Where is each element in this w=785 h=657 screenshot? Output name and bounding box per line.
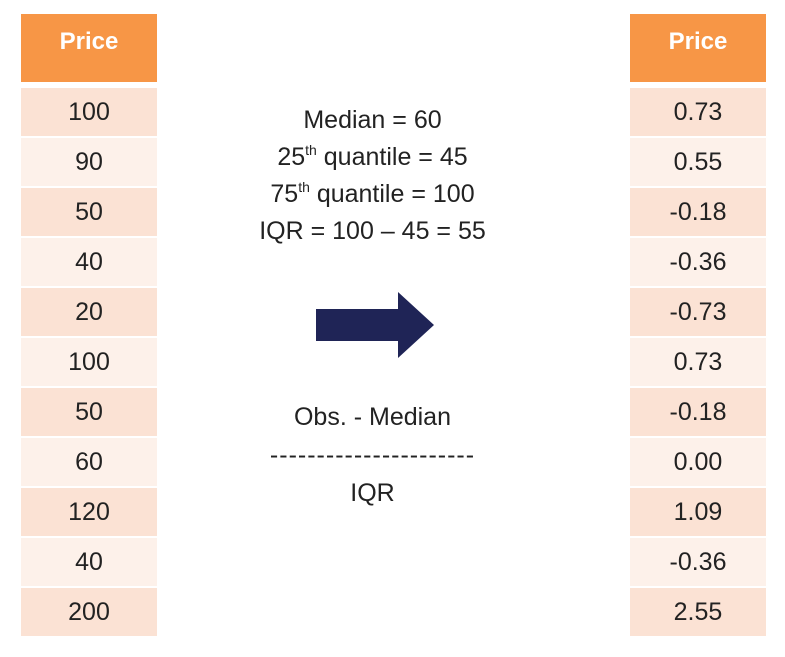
left-table-cell: 20	[21, 288, 157, 336]
formula-numerator: Obs. - Median	[293, 403, 451, 431]
left-table-cell: 120	[21, 488, 157, 536]
left-price-table: Price 100 90 50 40 20 100 50 60 120 40 2…	[21, 14, 157, 638]
left-table-cell: 60	[21, 438, 157, 486]
left-table-header: Price	[21, 14, 157, 82]
formula-denominator: IQR	[350, 479, 395, 507]
left-table-cell: 40	[21, 238, 157, 286]
q25-text: 25th quantile = 45	[277, 142, 468, 171]
right-table-cell: -0.73	[630, 288, 766, 336]
left-table-cell: 90	[21, 138, 157, 186]
iqr-text: IQR = 100 – 45 = 55	[259, 217, 486, 245]
right-table-cell: -0.18	[630, 188, 766, 236]
right-table-cell: 0.55	[630, 138, 766, 186]
left-table-cell: 50	[21, 188, 157, 236]
right-table-cell: 2.55	[630, 588, 766, 636]
right-table-cell: 1.09	[630, 488, 766, 536]
right-table-cell: -0.36	[630, 538, 766, 586]
right-table-cell: -0.36	[630, 238, 766, 286]
formula-divider: ----------------------	[269, 441, 476, 469]
median-text: Median = 60	[303, 106, 442, 134]
right-table-cell: 0.00	[630, 438, 766, 486]
right-table-cell: -0.18	[630, 388, 766, 436]
right-arrow-icon	[316, 292, 434, 358]
right-table-cell: 0.73	[630, 88, 766, 136]
right-price-table: Price 0.73 0.55 -0.18 -0.36 -0.73 0.73 -…	[630, 14, 766, 638]
right-table-header: Price	[630, 14, 766, 82]
left-table-cell: 200	[21, 588, 157, 636]
left-table-cell: 100	[21, 338, 157, 386]
formula-block: Obs. - Median ---------------------- IQR	[230, 398, 515, 512]
right-table-cell: 0.73	[630, 338, 766, 386]
stats-block: Median = 60 25th quantile = 45 75th quan…	[230, 102, 515, 250]
left-table-cell: 50	[21, 388, 157, 436]
left-table-cell: 100	[21, 88, 157, 136]
left-table-cell: 40	[21, 538, 157, 586]
q75-text: 75th quantile = 100	[270, 179, 475, 208]
